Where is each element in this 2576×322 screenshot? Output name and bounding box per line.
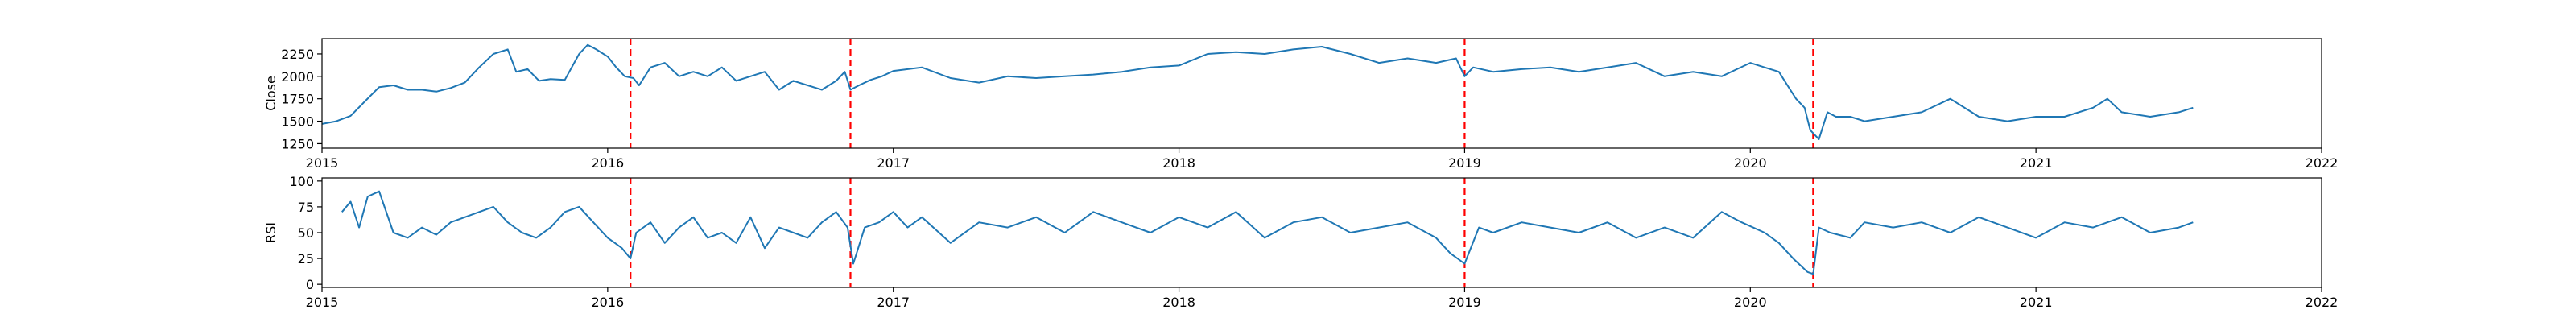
close-plot-frame: [321, 38, 2322, 149]
rsi-y-tick-label-25: 25: [298, 251, 314, 266]
close-y-tick-label-1500: 1500: [281, 114, 314, 130]
rsi-x-tick-label-2020: 2020: [1734, 295, 1767, 310]
rsi-x-tick-label-2019: 2019: [1448, 295, 1481, 310]
rsi-x-tick-label-2017: 2017: [877, 295, 910, 310]
close-price-panel: 2015 2016 2017 2018 2019 2020 2021 2022 1250 150…: [263, 38, 2339, 171]
close-x-tick-label-2016: 2016: [591, 155, 624, 171]
rsi-y-axis: 0 25 50 75 100: [289, 174, 322, 292]
rsi-event-markers: [630, 178, 1814, 287]
close-x-tick-label-2018: 2018: [1162, 155, 1195, 171]
close-y-tick-label-1750: 1750: [281, 92, 314, 107]
rsi-y-tick-label-100: 100: [289, 174, 314, 189]
close-x-axis: 2015 2016 2017 2018 2019 2020 2021 2022: [306, 148, 2339, 171]
rsi-x-tick-label-2021: 2021: [2020, 295, 2053, 310]
rsi-y-tick-label-0: 0: [306, 277, 314, 292]
close-y-tick-label-1250: 1250: [281, 136, 314, 151]
rsi-y-axis-label: RSI: [263, 222, 279, 243]
rsi-x-tick-label-2015: 2015: [306, 295, 339, 310]
close-x-tick-label-2020: 2020: [1734, 155, 1767, 171]
close-x-tick-label-2019: 2019: [1448, 155, 1481, 171]
close-y-axis-label: Close: [263, 76, 279, 111]
rsi-y-tick-label-75: 75: [298, 200, 314, 215]
close-x-tick-label-2022: 2022: [2306, 155, 2339, 171]
rsi-x-tick-label-2018: 2018: [1162, 295, 1195, 310]
close-x-tick-label-2017: 2017: [877, 155, 910, 171]
rsi-series-layer: [341, 190, 2194, 275]
close-y-tick-label-2000: 2000: [281, 69, 314, 85]
rsi-panel: 2015 2016 2017 2018 2019 2020 2021 2022 0 25 50 75…: [263, 174, 2338, 310]
close-x-tick-label-2015: 2015: [306, 155, 339, 171]
rsi-y-tick-label-50: 50: [298, 225, 314, 241]
rsi-x-tick-label-2022: 2022: [2306, 295, 2339, 310]
close-event-markers: [630, 39, 1814, 148]
close-x-tick-label-2021: 2021: [2020, 155, 2053, 171]
close-series-line: [321, 43, 2194, 140]
rsi-x-axis: 2015 2016 2017 2018 2019 2020 2021 2022: [306, 287, 2339, 310]
rsi-x-tick-label-2016: 2016: [591, 295, 624, 310]
close-y-axis: 1250 1500 1750 2000 2250: [281, 47, 322, 151]
close-series-layer: [321, 43, 2194, 140]
close-y-tick-label-2250: 2250: [281, 47, 314, 62]
rsi-series-line: [341, 190, 2194, 275]
